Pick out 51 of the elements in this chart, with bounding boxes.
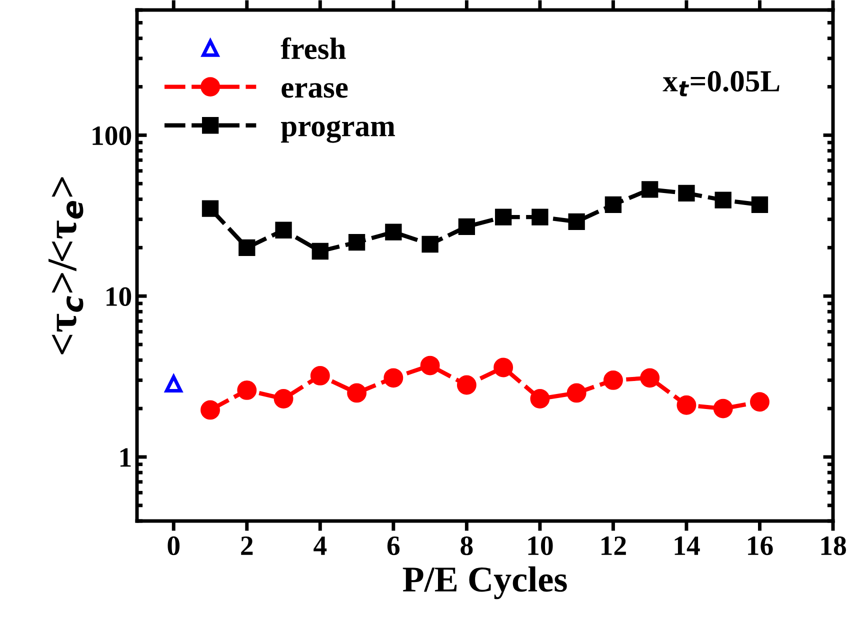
y-tick-label: 1 (120, 448, 131, 467)
x-tick-label: 0 (168, 536, 180, 556)
point (385, 224, 402, 240)
point (604, 196, 622, 213)
point (494, 208, 512, 226)
point (312, 242, 328, 260)
point (310, 366, 330, 386)
x-tick-label: 6 (387, 536, 400, 556)
point (348, 234, 366, 251)
point (494, 358, 514, 378)
point (713, 398, 733, 418)
point (676, 395, 696, 415)
x-tick-label: 10 (528, 536, 553, 556)
point (420, 356, 440, 376)
point (275, 222, 292, 238)
point (642, 181, 658, 198)
point (568, 213, 585, 230)
point (456, 375, 476, 395)
point (422, 236, 438, 253)
point (530, 389, 550, 408)
y-axis-title: <τ$_{c}$>/<τ$_{e}$> (48, 177, 84, 354)
point (532, 208, 548, 226)
point (678, 184, 695, 202)
x-tick-label: 4 (314, 536, 327, 555)
point (238, 239, 256, 256)
x-tick-label: 8 (460, 536, 473, 556)
y-tick-label: 10 (106, 287, 132, 306)
point (202, 200, 219, 217)
y-tick-label: 100 (92, 126, 132, 146)
point (347, 383, 367, 403)
legend-label: erase (282, 83, 348, 98)
x-tick-label: 14 (674, 536, 700, 555)
point (566, 383, 586, 403)
point (237, 380, 257, 400)
point (750, 392, 770, 412)
x-tick-label: 12 (602, 536, 626, 555)
legend-label: program (281, 120, 395, 143)
point (458, 218, 476, 236)
x-tick-label: 2 (241, 536, 253, 555)
legend-label: fresh (280, 37, 346, 60)
x-axis-title: P/E Cycles (402, 566, 567, 600)
point (751, 196, 768, 213)
point (200, 400, 220, 420)
point (603, 370, 623, 390)
x-tick-label: 18 (821, 536, 846, 556)
point (640, 368, 660, 388)
point (384, 368, 404, 388)
annotation: x$_{t}$=0.05L (662, 70, 780, 96)
point (274, 389, 294, 408)
point (714, 192, 732, 208)
x-tick-label: 16 (748, 536, 773, 556)
